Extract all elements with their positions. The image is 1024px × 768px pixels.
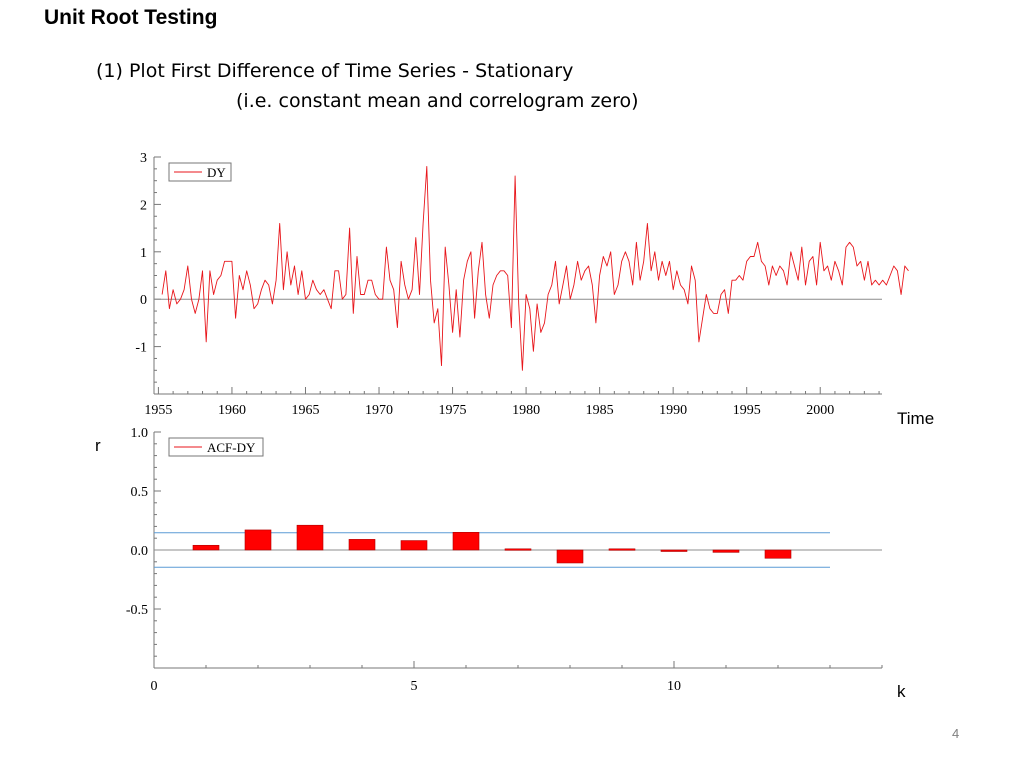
acf-bar-lag-6 <box>452 531 480 551</box>
acf-y-tick-label: 0.0 <box>131 544 149 559</box>
acf-bar-lag-8 <box>556 549 584 564</box>
ts-x-tick-label: 1970 <box>365 403 393 418</box>
ts-x-axis-label: Time <box>897 409 934 428</box>
ts-x-tick-label: 2000 <box>806 403 834 418</box>
acf-bar-lag-4 <box>348 539 376 551</box>
acf-x-axis-label: k <box>897 682 906 701</box>
acf-bar-lag-1 <box>192 544 220 551</box>
ts-x-tick-label: 1980 <box>512 403 540 418</box>
ts-x-tick-label: 1985 <box>586 403 614 418</box>
ts-y-tick-label: 2 <box>140 198 147 213</box>
slide-subtitle-line1: (1) Plot First Difference of Time Series… <box>96 60 574 82</box>
acf-y-tick-label: 0.5 <box>131 485 149 500</box>
acf-bar-lag-5 <box>400 540 428 551</box>
ts-x-tick-label: 1960 <box>218 403 246 418</box>
acf-x-tick-label: 5 <box>411 679 418 694</box>
acf-bar-chart: -0.5 0.0 0.5 1.0 0 5 10 ACF-DY r k <box>95 426 906 701</box>
acf-bar-lag-3 <box>296 524 324 551</box>
acf-y-axis-label: r <box>95 436 101 455</box>
ts-x-tick-label: 1975 <box>439 403 467 418</box>
slide-title: Unit Root Testing <box>44 6 218 29</box>
acf-x-tick-label: 0 <box>151 679 158 694</box>
ts-x-tick-label: 1965 <box>291 403 319 418</box>
ts-x-tick-label: 1990 <box>659 403 687 418</box>
acf-legend: ACF-DY <box>168 437 264 457</box>
acf-y-tick-label: 1.0 <box>131 426 149 441</box>
acf-bar-lag-12 <box>764 549 792 559</box>
ts-y-tick-label: 0 <box>140 293 147 308</box>
acf-legend-box <box>168 437 264 457</box>
acf-y-tick-label: -0.5 <box>126 603 148 618</box>
ts-y-tick-label: 1 <box>140 246 147 261</box>
ts-y-tick-label: 3 <box>140 151 147 166</box>
slide-subtitle-line2: (i.e. constant mean and correlogram zero… <box>236 90 639 112</box>
acf-legend-label: ACF-DY <box>207 440 256 455</box>
acf-bar-lag-2 <box>244 529 272 551</box>
time-series-chart: -1 0 1 2 3 1955 1960 1965 1970 1975 1980 1985 1990 19… <box>135 151 934 428</box>
acf-x-tick-label: 10 <box>667 679 681 694</box>
ts-legend-label: DY <box>207 165 226 180</box>
acf-bar-lag-9 <box>608 548 636 551</box>
acf-bar-lag-7 <box>504 548 532 551</box>
ts-series-line-dy <box>161 166 909 371</box>
ts-legend: DY <box>168 162 232 182</box>
acf-bar-lag-11 <box>712 549 740 553</box>
page-number: 4 <box>952 726 960 741</box>
ts-x-tick-label: 1995 <box>733 403 761 418</box>
ts-y-tick-label: -1 <box>135 341 147 356</box>
ts-x-tick-label: 1955 <box>144 403 172 418</box>
acf-bar-lag-10 <box>660 549 688 552</box>
